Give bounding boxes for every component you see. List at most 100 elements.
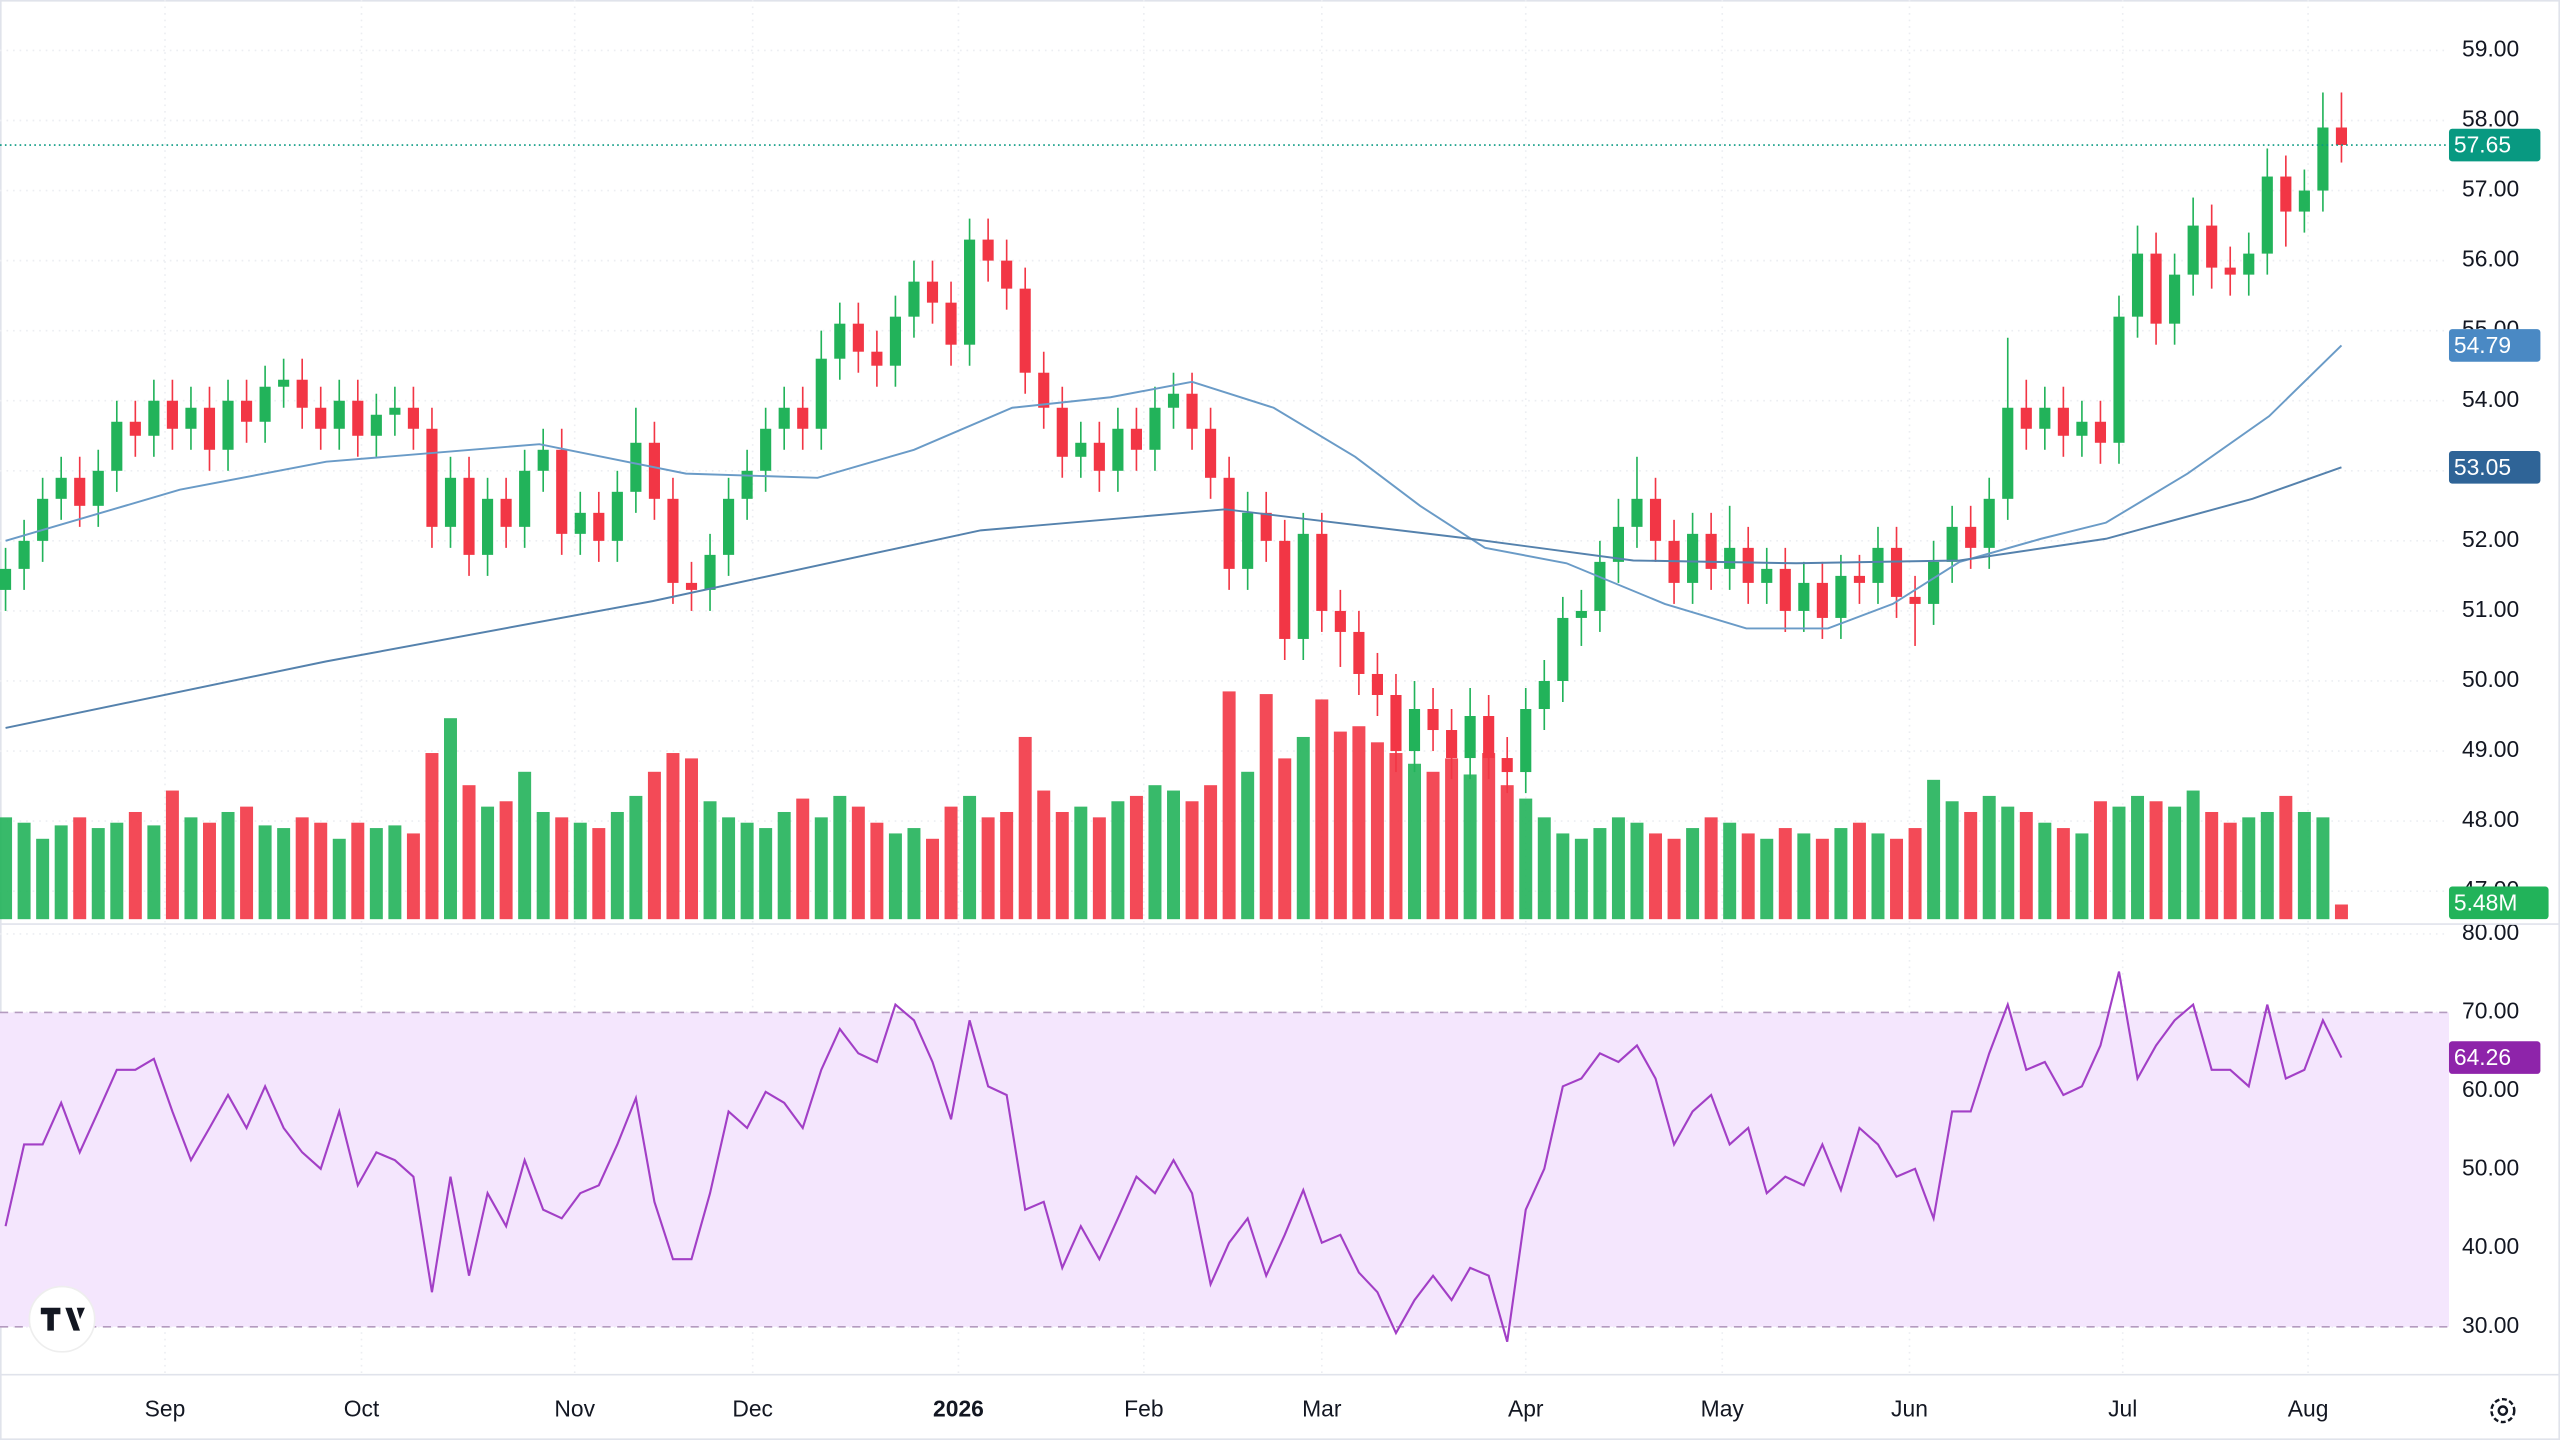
candle-body	[74, 477, 86, 506]
volume-bar	[91, 828, 105, 920]
candle-body	[852, 323, 864, 352]
candle-body	[2131, 253, 2144, 317]
candle-body	[1297, 533, 1309, 639]
volume-bar	[536, 811, 550, 920]
volume-bar	[1408, 763, 1422, 920]
volume-bar	[1667, 838, 1681, 920]
candle-body	[2057, 407, 2069, 436]
y-tick-label: 48.00	[2462, 806, 2519, 832]
candle-body	[1242, 512, 1254, 569]
candle-body	[1965, 526, 1977, 548]
moving-average	[5, 344, 2343, 630]
candle-body	[1946, 526, 1958, 562]
candle-body	[463, 477, 475, 555]
volume-bar	[481, 806, 495, 920]
candle-body	[537, 449, 549, 471]
candle-body	[148, 400, 160, 436]
last-price-label-bg	[2448, 128, 2541, 162]
candle-body	[1353, 631, 1365, 674]
candle-body	[166, 400, 178, 429]
candle-body	[315, 407, 327, 429]
candle-body	[1761, 568, 1773, 583]
candle-body	[1928, 561, 1940, 604]
volume-bar	[351, 822, 365, 920]
volume-bar	[647, 771, 661, 920]
volume-bar	[314, 822, 328, 920]
volume-bar	[1445, 758, 1459, 920]
y-tick-label: 54.00	[2462, 386, 2519, 412]
y-tick-label: 49.00	[2462, 736, 2519, 762]
candle-body	[1705, 533, 1717, 569]
volume-bar	[703, 801, 717, 920]
candle-body	[1075, 442, 1087, 457]
volume-bar	[36, 838, 50, 920]
gear-hub[interactable]	[2497, 1405, 2509, 1416]
volume-bar	[1167, 790, 1180, 920]
candle-body	[1872, 547, 1884, 583]
volume-bar	[1741, 833, 1755, 920]
volume-bar	[332, 838, 346, 920]
volume-bar	[1204, 785, 1218, 920]
settings-button[interactable]	[2490, 1397, 2516, 1424]
volume-bar	[1815, 838, 1829, 920]
volume-bar	[666, 753, 680, 920]
volume-bar	[1852, 822, 1866, 920]
candle-body	[259, 386, 271, 422]
candle-body	[37, 498, 49, 541]
gear[interactable]	[2490, 1397, 2516, 1424]
volume-bar	[1760, 838, 1774, 920]
volume-bar	[759, 828, 773, 920]
y-tick-label: 52.00	[2462, 526, 2519, 552]
volume-bar	[1927, 779, 1941, 920]
candle-body	[111, 421, 123, 471]
y-tick-label: 40.00	[2462, 1233, 2519, 1259]
candle-body	[1501, 758, 1513, 773]
volume-bar	[1148, 785, 1162, 920]
candle-body	[1205, 428, 1217, 478]
candle-body	[241, 400, 253, 422]
candle-body	[500, 498, 512, 527]
volume-bar	[1574, 838, 1588, 920]
y-tick-label: 58.00	[2462, 106, 2519, 132]
candle-body	[1427, 709, 1439, 731]
volume-bar	[1908, 828, 1922, 920]
candle-body	[1408, 709, 1421, 752]
volume-bar	[926, 838, 939, 920]
candle-body	[2206, 225, 2218, 268]
volume-bar	[1704, 817, 1718, 920]
volume-bar	[518, 771, 532, 920]
volume-bar	[1055, 811, 1069, 920]
candle-body	[630, 442, 642, 492]
candle-body	[1334, 610, 1346, 632]
volume-bar	[1686, 828, 1700, 920]
y-tick-label: 57.00	[2462, 176, 2519, 202]
candle-body	[2039, 407, 2051, 429]
volume-bar	[1092, 817, 1106, 920]
candle-body	[0, 568, 12, 590]
volume-bar	[1519, 798, 1533, 920]
last-price-label: 57.65	[2454, 132, 2511, 158]
volume-bar	[1185, 801, 1199, 920]
volume-bar	[2149, 801, 2163, 920]
candle-body	[908, 281, 920, 317]
volume-bar	[295, 817, 309, 920]
volume-bar	[2186, 790, 2200, 920]
volume-bar	[2056, 828, 2070, 920]
volume-bar	[1222, 691, 1236, 920]
candle-body	[1853, 575, 1866, 583]
volume-bar	[685, 758, 698, 920]
candle-body	[2243, 253, 2255, 275]
candle-body	[2187, 225, 2199, 275]
volume-bar	[54, 825, 68, 920]
volume-bar	[814, 817, 828, 920]
volume-bar	[1389, 753, 1403, 920]
candle-body	[945, 302, 957, 345]
volume-bar	[1426, 771, 1440, 920]
volume-bar	[425, 753, 439, 920]
volume-bar	[1129, 795, 1143, 920]
volume-bar	[444, 718, 457, 920]
x-tick-label: Jul	[2108, 1396, 2137, 1422]
candle-body	[1371, 673, 1383, 695]
candle-body	[2298, 190, 2310, 212]
volume-bar	[1278, 758, 1292, 920]
